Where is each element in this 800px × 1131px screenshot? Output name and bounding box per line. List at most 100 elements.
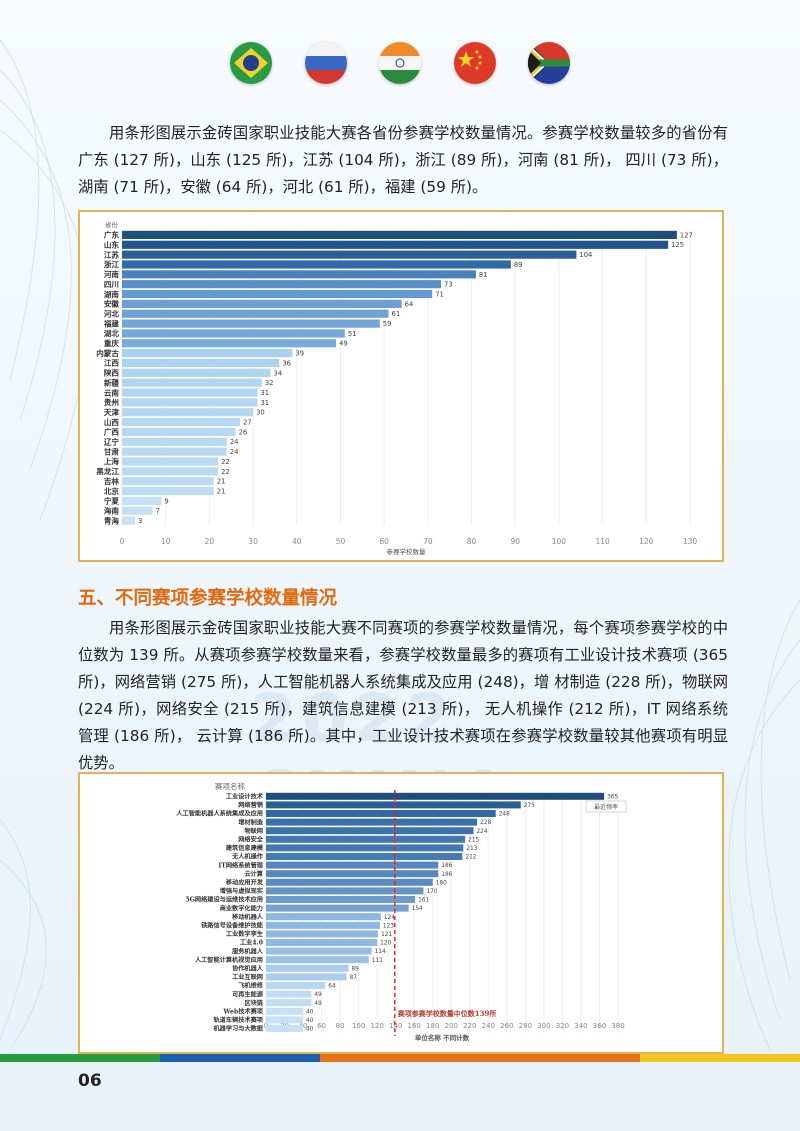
category-label: 陕西 (104, 368, 120, 378)
x-tick-label: 200 (445, 1022, 458, 1030)
category-label: 青海 (104, 515, 120, 525)
category-label: IT网络系统管理 (218, 861, 263, 869)
value-label: 89 (351, 966, 359, 972)
china-flag-icon (453, 42, 496, 84)
x-tick-label: 260 (500, 1022, 513, 1030)
category-label: 安徽 (104, 299, 120, 309)
bar (122, 506, 153, 515)
value-label: 71 (435, 290, 444, 298)
category-label: 四川 (104, 280, 119, 289)
bar (266, 990, 312, 998)
value-label: 3 (138, 517, 142, 525)
bar (122, 496, 162, 505)
bar (122, 427, 236, 437)
value-label: 21 (217, 478, 226, 486)
bar (266, 827, 474, 835)
bar (266, 810, 496, 817)
bar (122, 398, 258, 407)
value-label: 224 (476, 829, 487, 835)
event-chart-panel: 0204060801001201401601802002202402602803… (78, 772, 724, 1054)
value-label: 123 (383, 923, 394, 929)
value-label: 228 (480, 820, 491, 826)
category-label: 河南 (104, 269, 120, 279)
x-tick-label: 60 (317, 1022, 326, 1030)
bar (266, 887, 424, 895)
value-label: 125 (671, 241, 684, 249)
category-label: 甘肃 (104, 446, 120, 456)
event-bar-chart: 0204060801001201401601802002202402602803… (176, 781, 627, 1042)
value-label: 24 (230, 438, 239, 446)
bar (266, 1016, 304, 1024)
bar (266, 878, 433, 886)
bar (266, 904, 409, 912)
bar (122, 339, 337, 348)
bar (266, 818, 478, 826)
x-tick-label: 340 (574, 1022, 587, 1030)
bar (266, 853, 463, 860)
x-tick-label: 0 (120, 537, 125, 546)
category-label: 人工智能计算机视觉应用 (195, 956, 263, 964)
category-label: 海南 (104, 505, 120, 515)
category-label: 浙江 (104, 259, 120, 269)
category-label: 增材制造 (238, 818, 264, 826)
bar (122, 309, 389, 318)
bar (266, 930, 379, 938)
value-label: 212 (465, 855, 476, 861)
value-label: 40 (306, 1009, 314, 1015)
bar (266, 844, 464, 852)
x-tick-label: 300 (537, 1022, 550, 1030)
x-tick-label: 320 (556, 1022, 569, 1030)
bar (266, 999, 312, 1007)
intro-paragraph-provinces: 用条形图展示金砖国家职业技能大赛各省份参赛学校数量情况。参赛学校数量较多的省份有… (78, 124, 728, 196)
page-number: 06 (78, 1071, 102, 1091)
value-label: 7 (156, 507, 160, 515)
category-label: Web技术赛项 (223, 1008, 264, 1016)
x-tick-label: 90 (510, 537, 520, 546)
x-axis-label: 参赛学校数量 (387, 547, 427, 556)
value-label: 26 (239, 428, 248, 436)
value-label: 170 (426, 889, 437, 895)
x-tick-label: 50 (336, 537, 346, 546)
value-label: 59 (383, 320, 392, 328)
bar (266, 870, 439, 878)
value-label: 87 (350, 975, 358, 981)
bar (266, 973, 347, 981)
bar (122, 408, 254, 417)
value-label: 64 (405, 300, 414, 308)
category-label: 山西 (104, 417, 120, 427)
category-label: 山东 (104, 240, 120, 250)
tooltip-box (585, 800, 627, 813)
category-label: 工业设计技术 (226, 793, 264, 801)
category-label: 服务机器人 (232, 947, 264, 955)
section-title: 五、不同赛项参赛学校数量情况 (78, 588, 338, 609)
category-label: 上海 (104, 456, 120, 466)
category-label: 人工智能机器人系统集成及应用 (176, 810, 263, 818)
x-tick-label: 30 (248, 537, 258, 546)
footer-bar-yellow (640, 1054, 800, 1062)
category-label: 北京 (104, 486, 120, 496)
bar (122, 240, 669, 249)
value-label: 31 (260, 389, 269, 397)
value-label: 186 (441, 863, 452, 869)
category-label: 网络营销 (238, 801, 264, 809)
x-tick-label: 120 (639, 537, 654, 546)
value-label: 248 (499, 812, 510, 818)
bar (266, 792, 605, 800)
value-label: 40 (306, 1018, 314, 1024)
south-africa-flag-icon (528, 42, 570, 84)
value-label: 9 (164, 497, 168, 505)
category-label: 广西 (104, 427, 120, 437)
value-label: 40 (306, 1027, 314, 1033)
value-label: 49 (314, 992, 322, 998)
x-tick-label: 240 (482, 1022, 495, 1030)
x-tick-label: 80 (467, 537, 477, 546)
category-label: 宁夏 (104, 496, 120, 506)
x-tick-label: 60 (379, 537, 389, 546)
value-label: 22 (221, 458, 230, 466)
bar (122, 230, 677, 240)
value-label: 27 (243, 419, 252, 427)
russia-flag-icon (304, 42, 347, 84)
category-label: 机器学习与大数据 (214, 1025, 264, 1033)
value-label: 32 (265, 379, 274, 387)
